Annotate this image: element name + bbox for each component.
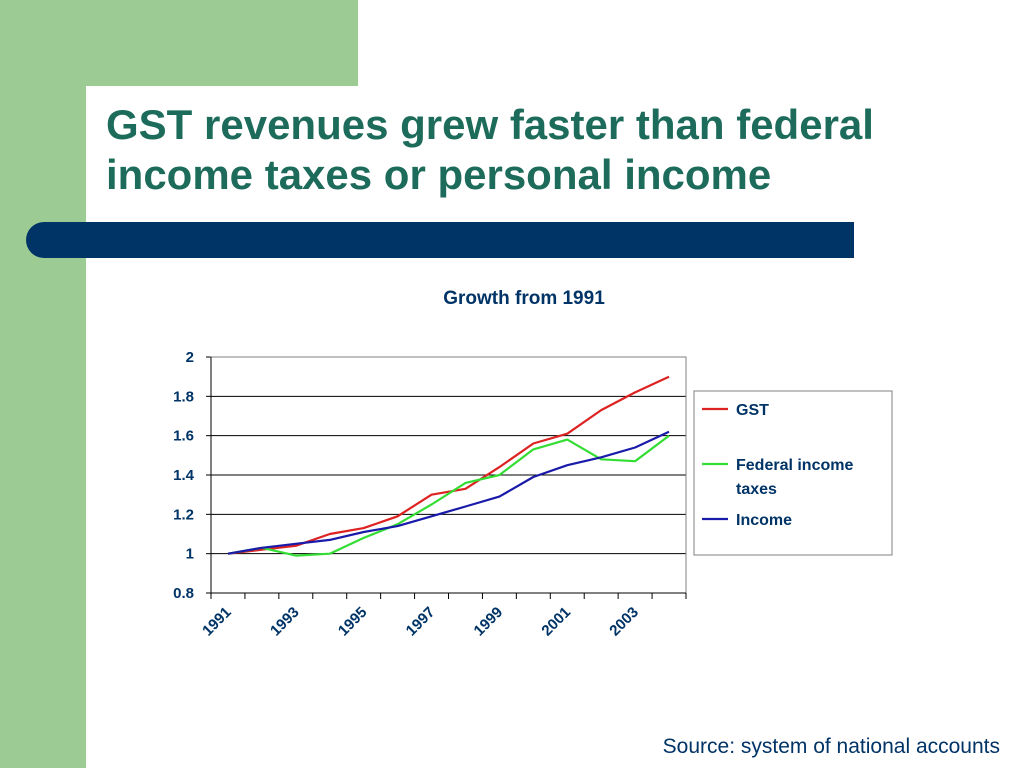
x-tick-label: 2003 — [606, 604, 642, 640]
legend-label: Federal income — [736, 457, 853, 474]
x-tick-label: 1999 — [471, 604, 507, 640]
y-tick-label: 1.4 — [173, 467, 195, 484]
y-tick-label: 1.6 — [173, 428, 194, 445]
x-tick-label: 1995 — [335, 604, 371, 640]
slide-title: GST revenues grew faster than federal in… — [106, 100, 986, 200]
legend — [693, 390, 893, 556]
x-tick-label: 1993 — [267, 604, 303, 640]
x-tick-label: 1997 — [403, 604, 439, 640]
legend-label: Income — [736, 512, 792, 529]
y-tick-label: 0.8 — [173, 585, 194, 602]
x-tick-label: 1991 — [199, 604, 235, 640]
accent-bar-top — [0, 0, 358, 86]
y-tick-label: 1.8 — [173, 388, 194, 405]
chart-title: Growth from 1991 — [443, 288, 605, 309]
x-tick-label: 2001 — [538, 604, 574, 640]
title-underline-bar — [26, 222, 854, 258]
source-note: Source: system of national accounts — [662, 735, 1000, 758]
series-line-gst — [227, 375, 670, 555]
series-line-federal-income-taxes — [227, 434, 670, 557]
legend-label: GST — [736, 402, 769, 419]
slide-title-line-2: income taxes or personal income — [106, 151, 772, 198]
y-tick-label: 1.2 — [173, 506, 194, 523]
y-tick-label: 2 — [186, 349, 194, 366]
accent-bar-left — [0, 0, 86, 768]
legend-label: taxes — [736, 481, 777, 498]
y-tick-label: 1 — [186, 546, 194, 563]
series-line-income — [227, 430, 670, 555]
slide-title-line-1: GST revenues grew faster than federal — [106, 101, 874, 148]
